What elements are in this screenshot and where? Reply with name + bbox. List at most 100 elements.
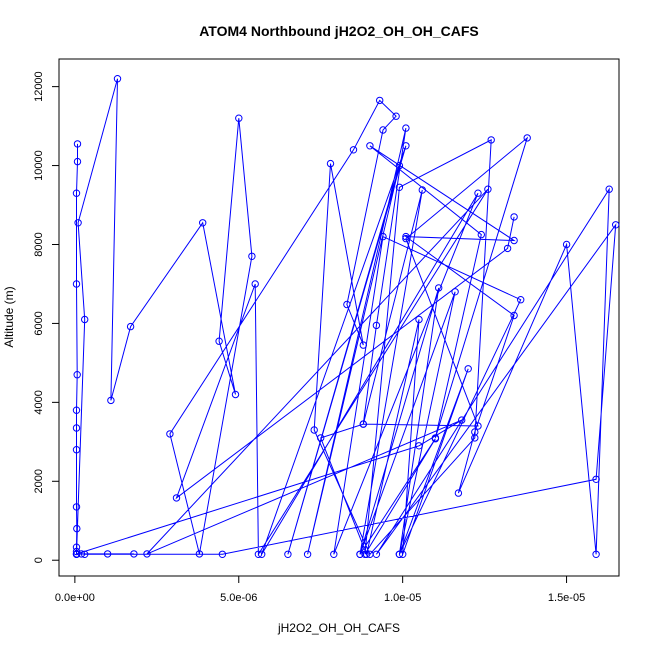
data-point — [592, 475, 600, 483]
data-point — [113, 75, 122, 83]
data-point — [510, 311, 518, 320]
data-point — [72, 424, 81, 432]
y-tick-label: 8000 — [33, 232, 45, 256]
data-point — [418, 186, 426, 194]
data-point — [195, 550, 204, 558]
data-point — [612, 221, 620, 229]
data-point — [248, 252, 256, 260]
data-point — [73, 550, 81, 558]
data-point — [523, 134, 531, 142]
data-point — [592, 550, 600, 558]
data-point — [107, 396, 115, 405]
data-point — [464, 365, 472, 373]
data-point — [402, 142, 410, 150]
x-tick-label: 5.0e-06 — [220, 592, 257, 604]
data-point — [471, 428, 479, 436]
data-point — [379, 126, 387, 134]
data-point — [474, 189, 482, 197]
data-point — [349, 146, 358, 154]
y-tick-label: 4000 — [33, 390, 45, 414]
data-point — [451, 288, 459, 296]
data-point — [605, 185, 613, 193]
data-point — [366, 142, 374, 150]
data-point — [562, 240, 571, 249]
data-point — [218, 550, 227, 558]
data-point — [471, 434, 479, 442]
data-point — [359, 341, 367, 349]
data-point — [474, 422, 482, 430]
data-point — [395, 183, 404, 192]
x-tick-label: 1.5e-05 — [548, 592, 585, 604]
data-point — [77, 550, 86, 558]
data-point — [402, 124, 410, 132]
data-point — [517, 296, 525, 304]
data-point — [235, 114, 243, 122]
data-point — [172, 494, 181, 502]
data-point — [72, 446, 81, 454]
data-point — [72, 280, 81, 288]
chart-title: ATOM4 Northbound jH2O2_OH_OH_CAFS — [199, 23, 479, 39]
data-point — [503, 244, 512, 253]
data-point — [376, 96, 384, 105]
data-point — [402, 232, 410, 241]
data-point — [215, 337, 223, 345]
data-point — [326, 159, 335, 168]
x-tick-label: 1.0e-05 — [384, 592, 421, 604]
data-point — [415, 315, 423, 324]
data-point — [303, 550, 312, 558]
data-point — [81, 550, 89, 558]
data-point — [130, 550, 138, 558]
data-point — [343, 300, 351, 309]
data-point — [258, 550, 266, 558]
x-axis: 0.0e+00 5.0e-06 1.0e-05 1.5e-05 — [55, 575, 585, 604]
data-point — [330, 550, 338, 558]
data-point — [484, 185, 492, 193]
data-point — [199, 219, 207, 227]
data-point — [372, 550, 381, 558]
data-point — [402, 234, 410, 243]
x-tick-label: 0.0e+00 — [55, 592, 95, 604]
y-tick-label: 2000 — [33, 469, 45, 493]
data-point — [392, 112, 400, 120]
series-layer — [72, 75, 620, 558]
data-point — [231, 390, 240, 399]
data-point — [73, 371, 81, 379]
y-tick-label: 10000 — [33, 150, 45, 181]
data-point — [317, 434, 325, 442]
y-axis: 0 2000 4000 6000 8000 10000 12000 — [33, 71, 60, 563]
data-point — [310, 426, 318, 434]
data-point — [435, 284, 443, 292]
data-point — [72, 406, 81, 414]
data-point — [126, 322, 135, 331]
data-point — [73, 524, 81, 533]
data-point — [359, 420, 367, 428]
data-point — [251, 280, 259, 288]
data-point — [284, 550, 292, 558]
x-axis-title: jH2O2_OH_OH_CAFS — [277, 621, 400, 635]
series-line — [76, 78, 617, 557]
data-point — [431, 434, 440, 442]
data-point — [379, 232, 387, 241]
data-point — [458, 416, 466, 424]
y-tick-label: 12000 — [33, 71, 45, 102]
data-point — [395, 161, 404, 170]
data-point — [74, 219, 82, 227]
y-tick-label: 6000 — [33, 311, 45, 335]
data-point — [510, 236, 518, 245]
y-tick-label: 0 — [33, 557, 45, 563]
data-point — [487, 136, 495, 144]
data-point — [477, 230, 485, 239]
y-axis-title: Altitude (m) — [2, 286, 16, 347]
data-point — [81, 315, 89, 324]
data-point — [454, 489, 463, 497]
data-point — [415, 442, 423, 450]
data-point — [72, 189, 81, 197]
data-point — [399, 550, 407, 558]
data-point — [362, 550, 371, 558]
data-point — [254, 550, 263, 558]
data-point — [372, 321, 381, 330]
data-point — [103, 550, 112, 558]
data-point — [73, 157, 82, 166]
data-point — [72, 503, 81, 511]
